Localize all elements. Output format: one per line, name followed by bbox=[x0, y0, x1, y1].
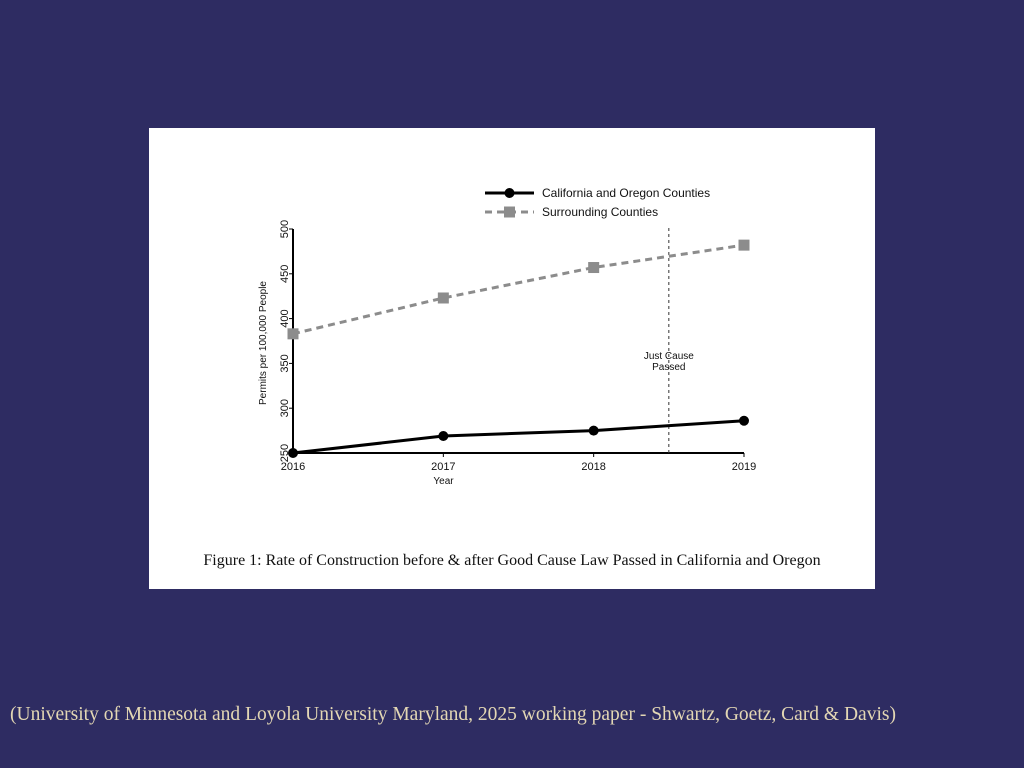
data-point bbox=[438, 430, 449, 441]
y-tick-label: 500 bbox=[279, 220, 291, 238]
line-chart: 2016 2017 2018 2019 250 300 350 400 450 500 Year Pe… bbox=[258, 186, 756, 487]
y-tick-label: 350 bbox=[279, 354, 291, 372]
chart-legend: California and Oregon Counties Surroundin… bbox=[485, 186, 710, 219]
chart-axes: 2016 2017 2018 2019 250 300 350 400 450 500 Year Pe… bbox=[258, 220, 756, 487]
legend-marker bbox=[504, 188, 515, 198]
figure-caption: Figure 1: Rate of Construction before & … bbox=[203, 552, 821, 569]
y-tick-label: 450 bbox=[279, 265, 291, 283]
x-tick-label: 2016 bbox=[281, 461, 305, 473]
annotation-label: Just Cause bbox=[644, 351, 694, 362]
data-point bbox=[738, 239, 750, 251]
data-point bbox=[739, 415, 749, 426]
annotation-label: Passed bbox=[652, 362, 685, 373]
series-line-2 bbox=[292, 243, 745, 336]
data-point bbox=[288, 448, 298, 458]
x-tick-label: 2018 bbox=[581, 461, 605, 473]
y-tick-label: 400 bbox=[279, 309, 291, 327]
legend-label: Surrounding Counties bbox=[542, 205, 658, 219]
citation-text: (University of Minnesota and Loyola Univ… bbox=[10, 704, 896, 725]
data-point bbox=[437, 292, 449, 304]
y-axis-label: Permits per 100,000 People bbox=[258, 281, 269, 405]
x-tick-label: 2017 bbox=[431, 461, 455, 473]
data-point bbox=[588, 262, 600, 274]
y-tick-label: 300 bbox=[279, 399, 291, 417]
legend-label: California and Oregon Counties bbox=[542, 186, 710, 200]
chart-series bbox=[287, 239, 750, 458]
data-point bbox=[588, 425, 599, 436]
x-tick-label: 2019 bbox=[732, 461, 756, 473]
legend-marker bbox=[504, 206, 515, 218]
figure-card: 2016 2017 2018 2019 250 300 350 400 450 500 Year Pe… bbox=[149, 128, 875, 589]
x-axis-label: Year bbox=[433, 476, 454, 487]
data-point bbox=[287, 328, 299, 340]
series-line-1 bbox=[292, 419, 745, 455]
y-tick-label: 250 bbox=[279, 444, 291, 462]
